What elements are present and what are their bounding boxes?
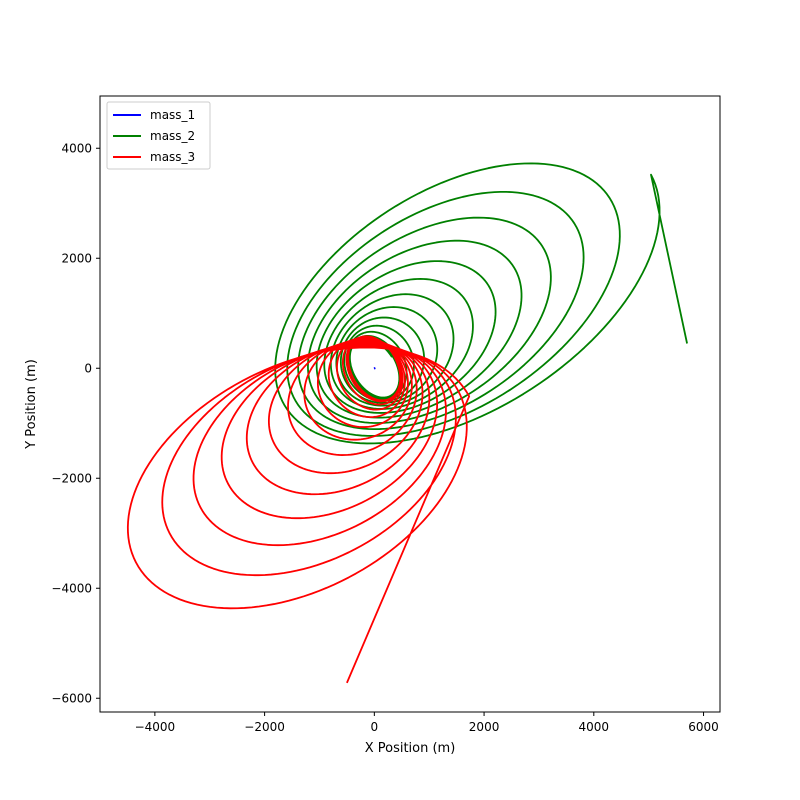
- series-line-mass-2: [274, 162, 688, 445]
- y-tick-label: −6000: [51, 691, 92, 705]
- x-tick-label: 6000: [688, 720, 719, 734]
- series-line-mass-1: [373, 367, 376, 370]
- legend-label-mass-1: mass_1: [150, 108, 195, 122]
- x-tick-label: 2000: [469, 720, 500, 734]
- y-tick-label: 0: [84, 361, 92, 375]
- series-line-mass-3: [126, 335, 471, 684]
- legend-box: [106, 101, 211, 170]
- plot-area: [126, 162, 688, 684]
- y-tick-label: −4000: [51, 581, 92, 595]
- legend-label-mass-3: mass_3: [150, 150, 195, 164]
- y-tick-label: 2000: [61, 251, 92, 265]
- x-tick-label: −4000: [135, 720, 176, 734]
- plot-frame: [99, 95, 721, 713]
- y-axis-title: Y Position (m): [24, 359, 39, 450]
- x-tick-label: 0: [371, 720, 379, 734]
- y-tick-label: −2000: [51, 471, 92, 485]
- legend: mass_1 mass_2 mass_3: [106, 101, 211, 170]
- x-tick-label: 4000: [579, 720, 610, 734]
- axis-ticks: −4000 −2000 0 2000 4000 6000 −6000 −4000 −2000 0 2…: [51, 141, 718, 734]
- legend-label-mass-2: mass_2: [150, 129, 195, 143]
- x-tick-label: −2000: [244, 720, 285, 734]
- x-axis-title: X Position (m): [365, 741, 456, 756]
- y-tick-label: 4000: [61, 141, 92, 155]
